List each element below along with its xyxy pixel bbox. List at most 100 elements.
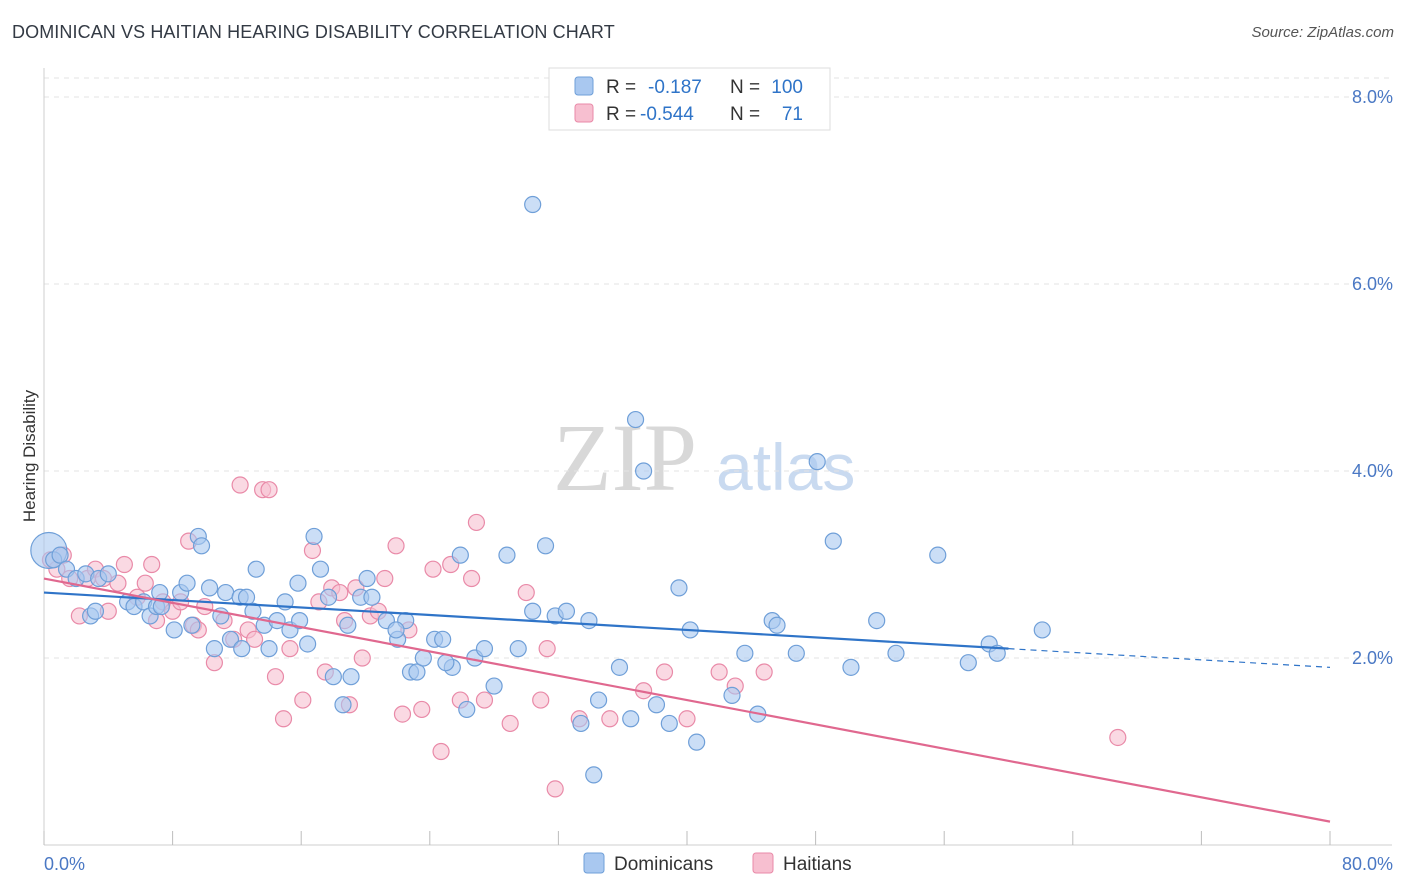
dominican-point — [451, 546, 469, 564]
haitian-point — [601, 710, 619, 728]
dominican-point — [536, 537, 555, 555]
haitian-point — [710, 663, 728, 681]
dominicans-series-swatch — [583, 852, 605, 874]
dominican-point — [311, 560, 330, 578]
dominicans-n-label: N = — [730, 77, 760, 98]
haitian-point — [1109, 728, 1127, 747]
dominican-point — [660, 714, 678, 733]
haitian-point — [115, 555, 133, 574]
dominican-point — [842, 658, 860, 676]
haitians-points — [41, 476, 1127, 798]
haitian-point — [517, 583, 535, 602]
haitians-r-label: R = — [606, 104, 636, 125]
dominican-point — [319, 588, 338, 606]
haitian-point — [274, 710, 293, 728]
source-label: Source: ZipAtlas.com — [1251, 24, 1394, 41]
dominican-point — [221, 630, 240, 648]
dominican-point — [572, 714, 590, 733]
y-tick-label: 6.0% — [1352, 274, 1393, 294]
y-tick-labels: 2.0% 4.0% 6.0% 8.0% — [1352, 87, 1393, 668]
dominican-point — [868, 611, 886, 630]
dominican-point — [299, 635, 317, 653]
gridlines — [44, 77, 1392, 659]
haitians-n-label: N = — [730, 104, 760, 125]
dominican-point — [192, 537, 211, 555]
dominican-point — [339, 616, 357, 634]
dominican-point — [647, 696, 666, 714]
dominican-point — [342, 668, 360, 686]
dominican-point — [824, 532, 842, 550]
dominican-point — [290, 611, 309, 630]
haitian-point — [501, 714, 519, 733]
dominican-point — [670, 579, 688, 597]
haitian-point — [136, 574, 154, 592]
haitian-point — [260, 481, 278, 499]
dominican-point — [580, 611, 598, 630]
series-legend: Dominicans Haitians — [583, 852, 852, 875]
dominican-point — [887, 644, 905, 662]
dominican-point — [51, 546, 69, 564]
dominican-point — [688, 733, 706, 751]
haitian-point — [281, 640, 299, 658]
dominican-point — [178, 574, 196, 592]
dominican-point — [334, 696, 352, 714]
dominican-point — [363, 588, 381, 606]
dominican-point — [165, 621, 183, 639]
haitian-point — [755, 663, 773, 681]
x-tick-label-max: 80.0% — [1342, 854, 1393, 874]
haitian-point — [143, 555, 161, 574]
dominicans-trend-line — [43, 591, 1009, 650]
y-tick-label: 4.0% — [1352, 461, 1393, 481]
dominican-point — [475, 640, 494, 658]
watermark-atlas: atlas — [716, 430, 855, 504]
haitian-point — [245, 630, 264, 648]
haitian-point — [376, 569, 394, 588]
haitian-point — [294, 691, 312, 709]
haitian-point — [655, 663, 674, 681]
haitian-point — [231, 476, 249, 494]
x-tick-marks — [43, 831, 1331, 845]
dominican-point — [358, 569, 376, 588]
haitian-point — [467, 513, 486, 532]
dominican-point — [408, 663, 426, 681]
dominicans-r-value: -0.187 — [648, 77, 702, 98]
dominicans-n-value: 100 — [771, 77, 803, 98]
dominican-point — [723, 686, 741, 705]
dominican-point — [437, 654, 455, 672]
dominican-point — [768, 616, 786, 634]
dominican-point — [86, 602, 105, 620]
dominican-point — [626, 410, 645, 429]
dominican-point — [99, 565, 117, 583]
dominican-point — [524, 602, 542, 620]
dominican-point — [610, 658, 629, 676]
y-axis-title: Hearing Disability — [20, 389, 39, 522]
dominicans-r-label: R = — [606, 77, 636, 98]
dominican-point — [324, 668, 342, 686]
dominican-point — [634, 462, 653, 480]
haitians-r-value: -0.544 — [640, 104, 694, 125]
dominican-point — [585, 766, 603, 784]
dominican-point — [524, 195, 542, 214]
dominican-point — [485, 677, 503, 695]
dominican-point — [959, 654, 977, 672]
dominican-point — [387, 621, 405, 639]
dominican-point — [557, 602, 576, 620]
dominican-point — [458, 700, 476, 719]
haitian-point — [266, 668, 285, 686]
x-tick-label-min: 0.0% — [44, 854, 85, 874]
dominican-point — [260, 640, 278, 658]
haitians-trend-line — [43, 577, 1331, 823]
haitian-point — [424, 560, 442, 578]
haitian-point — [353, 649, 371, 667]
watermark-zip: ZIP — [553, 404, 697, 511]
dominican-point — [200, 579, 219, 597]
haitian-point — [546, 780, 564, 798]
haitian-point — [475, 691, 494, 709]
dominican-point — [289, 574, 307, 592]
dominican-point — [787, 644, 805, 662]
dominican-point — [808, 453, 826, 471]
dominican-point — [1033, 621, 1051, 639]
dominican-point — [589, 691, 608, 709]
dominican-point — [305, 527, 323, 546]
